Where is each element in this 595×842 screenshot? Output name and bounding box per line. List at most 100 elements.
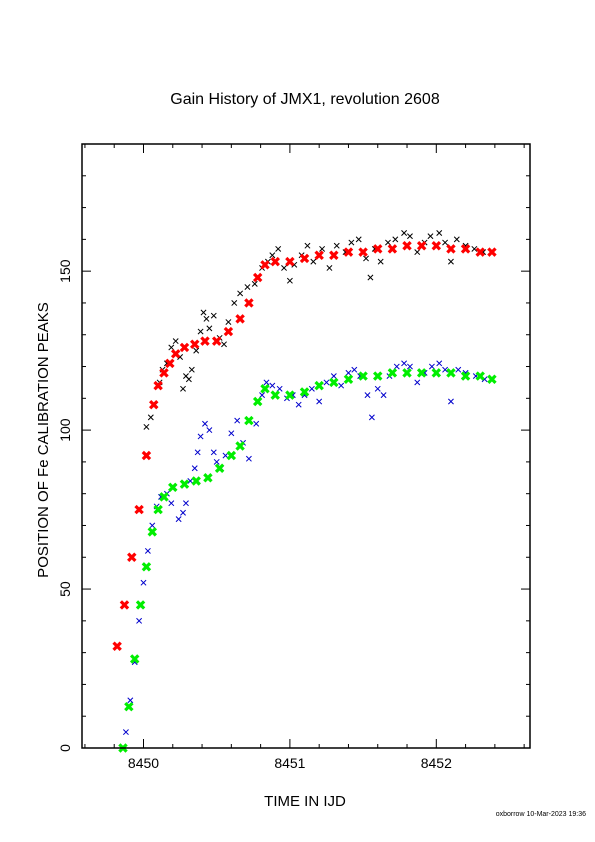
x-axis-label: TIME IN IJD (264, 793, 346, 810)
series-1-point-46 (364, 392, 371, 399)
axis-ticks: 8450 8451 8452 0 50 100 150 (57, 143, 530, 771)
series-0-point-25 (251, 280, 258, 287)
y-tick-label: 50 (57, 581, 73, 597)
series-0-point-31 (286, 277, 293, 284)
series-3-point-12 (214, 463, 225, 473)
series-3-point-6 (153, 504, 163, 515)
series-1-point-6 (149, 522, 156, 529)
series-0-point-7 (172, 338, 179, 345)
series-1-point-58 (442, 366, 449, 373)
series-0-point-11 (185, 376, 192, 383)
series-0-point-6 (168, 344, 175, 351)
series-0-point-43 (367, 274, 374, 281)
series-1-point-38 (308, 385, 315, 392)
series-1-point-30 (259, 392, 266, 399)
series-0-point-24 (244, 284, 251, 291)
series-2-point-8 (165, 358, 175, 369)
series-0-point-22 (231, 299, 238, 306)
series-2-point-9 (170, 349, 181, 359)
series-1-point-36 (295, 401, 302, 408)
y-axis-label: POSITION OF Fe CALIBRATION PEAKS (35, 302, 52, 578)
series-1-point-43 (345, 369, 352, 376)
series-0-point-34 (304, 242, 311, 249)
series-1-point-14 (182, 500, 189, 507)
series-1-point-29 (253, 420, 260, 427)
series-3-point-24 (358, 371, 368, 381)
y-tick-label: 150 (57, 259, 73, 283)
series-0-point-23 (237, 290, 244, 297)
series-2-point-10 (179, 342, 190, 353)
series-2-point-30 (431, 240, 442, 251)
series-1-point-60 (455, 366, 462, 373)
series-1-point-56 (428, 363, 435, 370)
series-2-point-33 (475, 247, 485, 257)
footer-stamp: oxborrow 10-Mar-2023 19:36 (496, 811, 586, 818)
series-1-point-20 (206, 427, 213, 434)
series-3-point-32 (475, 371, 485, 381)
series-1-point-4 (140, 579, 147, 586)
series-0-point-1 (147, 414, 154, 421)
series-0-point-42 (363, 255, 369, 262)
series-1-point-52 (401, 360, 408, 367)
series-0-point-30 (281, 265, 287, 271)
series-0-point-14 (197, 328, 204, 335)
series-3-point-20 (299, 387, 310, 397)
series-3-point-25 (373, 371, 383, 381)
series-0-point-50 (414, 249, 421, 256)
series-2-point-26 (373, 244, 383, 254)
series-0-point-20 (221, 341, 227, 348)
series-3-point-30 (446, 368, 456, 378)
series-3-point-21 (314, 380, 324, 391)
series-3-point-29 (431, 368, 442, 378)
series-0-point-9 (180, 385, 186, 392)
series-2-point-14 (223, 326, 234, 337)
series-3-point-17 (260, 384, 270, 394)
series-2-point-17 (252, 272, 263, 283)
series-0-point-48 (401, 230, 408, 236)
series-1-point-49 (380, 392, 387, 399)
series-1-point-33 (276, 385, 283, 392)
series-1-point-13 (180, 509, 186, 516)
series-3-point-14 (235, 441, 245, 451)
series-0-point-47 (392, 236, 399, 243)
series-1-point-57 (436, 360, 443, 367)
series-1-point-1 (127, 697, 134, 704)
series-3-point-33 (487, 374, 497, 384)
series-3-point-23 (343, 374, 354, 384)
x-tick-label: 8450 (128, 755, 159, 771)
series-2-point-19 (270, 256, 280, 267)
series-0-point-41 (355, 236, 362, 243)
series-2-point-23 (329, 250, 339, 260)
series-1-point-48 (374, 385, 381, 392)
series-1-point-17 (194, 449, 201, 456)
series-0-point-58 (471, 245, 478, 252)
series-2-point-4 (141, 450, 152, 461)
series-1-point-5 (144, 547, 151, 554)
series-0-point-45 (377, 258, 384, 265)
series-0-point-49 (406, 233, 413, 240)
series-1-point-53 (406, 363, 413, 370)
series-2-point-1 (119, 600, 130, 610)
series-0-point-35 (310, 258, 317, 265)
series-2-point-22 (314, 250, 324, 260)
series-0-point-53 (436, 230, 443, 236)
series-2-point-0 (112, 641, 122, 652)
series-2-point-12 (200, 336, 210, 346)
series-3-point-5 (147, 527, 158, 537)
series-0-point-15 (200, 309, 207, 316)
series-1-point-18 (197, 433, 204, 440)
series-3-point-31 (460, 371, 471, 381)
series-0-point-46 (385, 239, 391, 246)
series-1-point-54 (414, 379, 421, 386)
series-2-point-18 (260, 260, 270, 270)
series-0-point-55 (447, 258, 454, 265)
series-2-point-27 (387, 244, 398, 254)
series-0-point-17 (206, 325, 213, 332)
series-1-point-51 (393, 363, 400, 370)
series-3-point-2 (129, 654, 140, 664)
series-1-point-22 (213, 458, 220, 465)
series-1-point-28 (245, 455, 252, 462)
series-0-point-12 (188, 366, 195, 373)
series-1-point-12 (175, 516, 182, 523)
